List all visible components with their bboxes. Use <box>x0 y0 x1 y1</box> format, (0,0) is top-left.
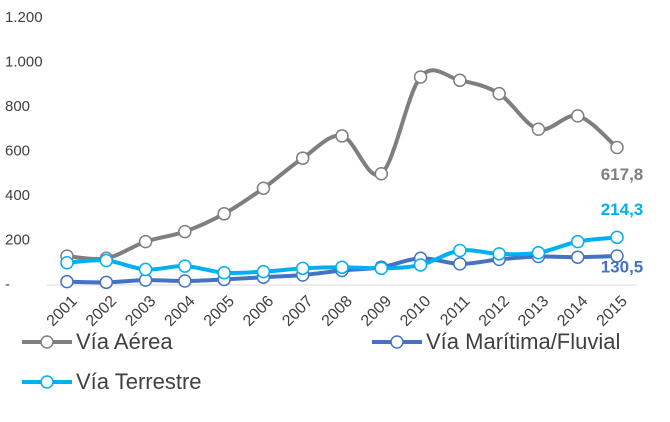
marker <box>610 230 624 245</box>
marker <box>335 129 349 143</box>
marker <box>374 167 389 181</box>
x-tick-label: 2011 <box>437 293 473 329</box>
x-tick-label: 2004 <box>161 293 198 330</box>
marker <box>99 275 114 290</box>
marker <box>138 234 153 249</box>
legend-label: Vía Marítima/Fluvial <box>426 329 620 354</box>
marker <box>453 73 467 88</box>
marker <box>492 86 506 101</box>
y-tick-label: 1.200 <box>5 9 43 26</box>
legend-label: Vía Terrestre <box>76 369 202 394</box>
marker <box>492 247 506 261</box>
value-label: 214,3 <box>601 200 644 219</box>
x-tick-label: 2009 <box>358 293 395 330</box>
x-tick-label: 2008 <box>319 293 356 330</box>
marker <box>295 261 310 276</box>
marker <box>178 274 192 288</box>
value-label: 130,5 <box>601 257 644 276</box>
marker <box>99 253 114 268</box>
x-tick-label: 2015 <box>594 293 631 330</box>
marker <box>531 245 546 260</box>
y-tick-label: 800 <box>5 98 30 115</box>
y-tick-label: - <box>5 276 10 293</box>
line <box>66 68 619 262</box>
legend-label: Vía Aérea <box>76 329 173 354</box>
marker <box>138 262 153 277</box>
marker <box>295 151 310 165</box>
y-tick-label: 1.000 <box>5 53 43 70</box>
marker <box>453 257 467 271</box>
marker <box>531 122 546 136</box>
legend-marker <box>40 375 54 389</box>
marker <box>60 274 74 289</box>
x-tick-label: 2002 <box>83 293 120 330</box>
marker <box>570 250 585 264</box>
marker <box>610 249 624 263</box>
marker <box>256 264 271 279</box>
marker <box>256 181 271 195</box>
legend-marker <box>40 335 54 349</box>
marker <box>374 261 389 276</box>
legend-marker <box>390 335 404 349</box>
x-tick-label: 2012 <box>476 293 513 330</box>
x-tick-label: 2007 <box>279 293 316 330</box>
x-tick-label: 2003 <box>122 293 159 330</box>
marker <box>453 243 467 258</box>
x-tick-label: 2013 <box>515 293 552 330</box>
x-tick-label: 2005 <box>201 293 238 330</box>
y-tick-label: 600 <box>5 142 30 159</box>
marker <box>610 140 624 155</box>
marker <box>60 256 74 270</box>
marker <box>178 259 192 273</box>
marker <box>217 207 231 221</box>
x-tick-label: 2010 <box>397 293 434 330</box>
x-tick-label: 2001 <box>44 293 81 330</box>
marker <box>413 258 428 272</box>
marker <box>413 70 428 84</box>
y-tick-label: 400 <box>5 187 30 204</box>
marker <box>217 266 231 280</box>
marker <box>570 234 585 249</box>
value-label: 617,8 <box>601 165 644 184</box>
x-tick-label: 2014 <box>554 293 591 330</box>
marker <box>570 109 585 123</box>
y-tick-label: 200 <box>5 231 30 248</box>
marker <box>178 224 192 239</box>
marker <box>335 260 349 274</box>
x-tick-label: 2006 <box>240 293 277 330</box>
